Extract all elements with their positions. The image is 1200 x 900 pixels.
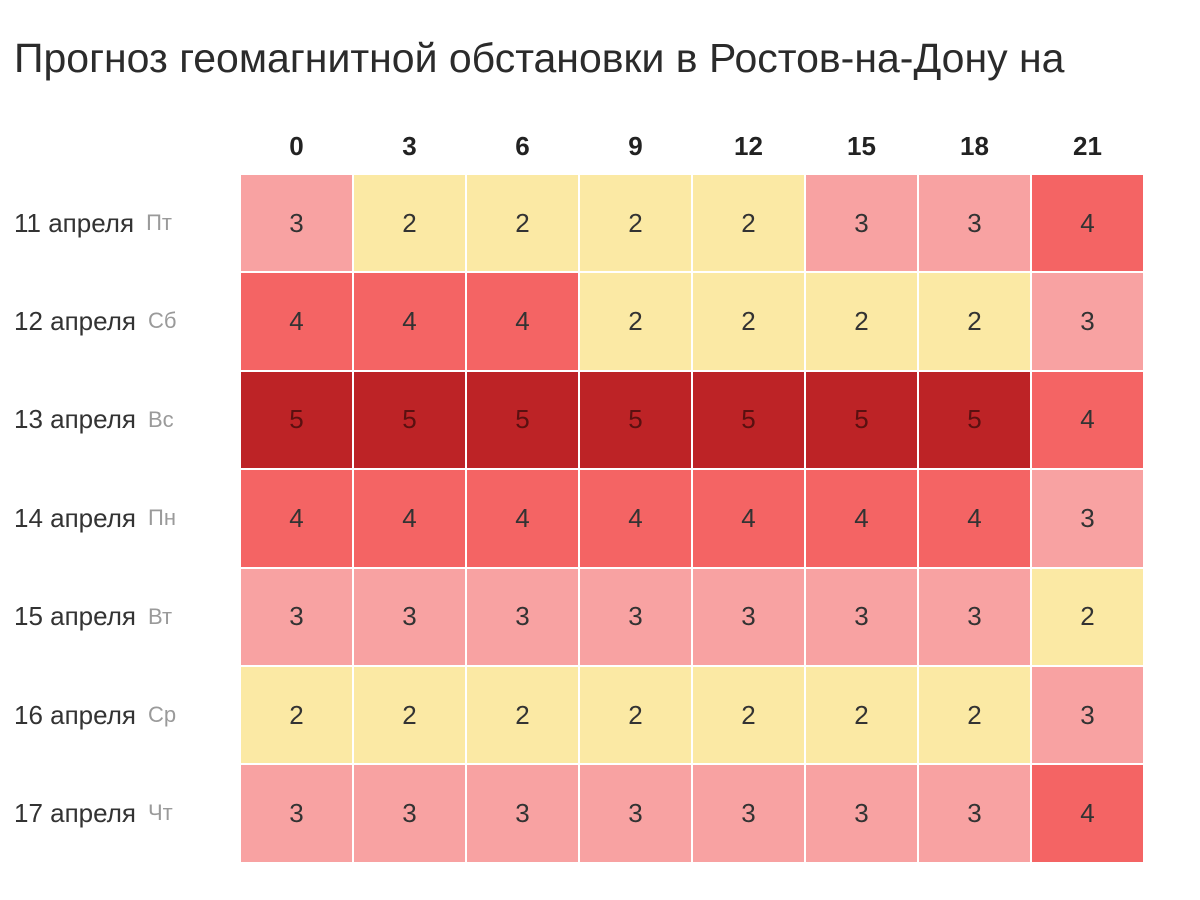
heatmap-cell: 4 bbox=[353, 469, 466, 568]
heatmap-cell: 4 bbox=[1031, 764, 1144, 863]
row-weekday: Пн bbox=[148, 505, 176, 531]
column-header: 3 bbox=[402, 131, 417, 161]
heatmap-cell: 3 bbox=[692, 764, 805, 863]
heatmap-cell: 3 bbox=[918, 174, 1031, 273]
row-label: 14 апреля Пн bbox=[14, 469, 236, 567]
row-weekday: Чт bbox=[148, 800, 173, 826]
row-date: 15 апреля bbox=[14, 601, 136, 632]
heatmap-cell: 3 bbox=[805, 764, 918, 863]
heatmap-cell: 5 bbox=[579, 370, 692, 470]
heatmap-cell: 5 bbox=[918, 370, 1031, 470]
heatmap-cell: 5 bbox=[805, 370, 918, 470]
heatmap-cell: 2 bbox=[240, 666, 353, 765]
heatmap-cell: 2 bbox=[692, 272, 805, 371]
heatmap-cell: 2 bbox=[918, 272, 1031, 371]
column-header: 0 bbox=[289, 131, 304, 161]
row-date: 13 апреля bbox=[14, 404, 136, 435]
heatmap-cell: 3 bbox=[918, 764, 1031, 863]
column-header: 12 bbox=[734, 131, 763, 161]
row-label: 15 апреля Вт bbox=[14, 568, 236, 666]
heatmap-cell: 2 bbox=[579, 666, 692, 765]
heatmap-cell: 4 bbox=[692, 469, 805, 568]
column-header: 18 bbox=[960, 131, 989, 161]
heatmap-cell: 3 bbox=[466, 567, 579, 666]
column-header: 15 bbox=[847, 131, 876, 161]
row-weekday: Пт bbox=[146, 210, 172, 235]
heatmap-cell: 3 bbox=[1031, 272, 1144, 371]
heatmap-cell: 3 bbox=[240, 174, 353, 273]
heatmap-cell: 4 bbox=[353, 272, 466, 371]
heatmap-cell: 3 bbox=[692, 567, 805, 666]
heatmap-cell: 3 bbox=[1031, 666, 1144, 765]
heatmap-cell: 4 bbox=[918, 469, 1031, 568]
heatmap-cell: 3 bbox=[579, 764, 692, 863]
row-weekday: Сб bbox=[148, 308, 177, 334]
row-date: 14 апреля bbox=[14, 502, 136, 533]
row-weekday: Ср bbox=[148, 702, 177, 727]
heatmap-cell: 5 bbox=[692, 370, 805, 470]
column-header: 21 bbox=[1073, 131, 1102, 161]
heatmap-cell: 2 bbox=[579, 174, 692, 273]
heatmap-cell: 3 bbox=[353, 567, 466, 666]
row-weekday: Вт bbox=[148, 603, 173, 629]
row-label: 12 апреля Сб bbox=[14, 272, 236, 370]
column-header: 6 bbox=[515, 131, 530, 161]
row-date: 11 апреля bbox=[14, 207, 135, 238]
page-title: Прогноз геомагнитной обстановки в Ростов… bbox=[14, 35, 1065, 81]
heatmap-cell: 4 bbox=[1031, 370, 1144, 470]
heatmap-cell: 3 bbox=[1031, 469, 1144, 568]
heatmap-cell: 3 bbox=[579, 567, 692, 666]
row-label: 11 апреля Пт bbox=[14, 174, 236, 272]
heatmap-cell: 3 bbox=[240, 764, 353, 863]
heatmap-cell: 2 bbox=[918, 666, 1031, 765]
row-weekday: Вс bbox=[148, 406, 174, 432]
heatmap-cell: 4 bbox=[805, 469, 918, 568]
heatmap-cell: 4 bbox=[1031, 174, 1144, 273]
heatmap-cell: 2 bbox=[1031, 567, 1144, 666]
heatmap-cell: 2 bbox=[805, 272, 918, 371]
heatmap-cell: 3 bbox=[918, 567, 1031, 666]
row-label: 16 апреля Ср bbox=[14, 666, 236, 764]
row-date: 16 апреля bbox=[14, 699, 136, 730]
column-header: 9 bbox=[628, 131, 643, 161]
heatmap-cell: 4 bbox=[240, 469, 353, 568]
row-date: 17 апреля bbox=[14, 797, 136, 828]
heatmap-cell: 2 bbox=[466, 174, 579, 273]
row-label: 17 апреля Чт bbox=[14, 764, 236, 862]
heatmap-cell: 2 bbox=[805, 666, 918, 765]
heatmap-cell: 5 bbox=[466, 370, 579, 470]
heatmap-cell: 4 bbox=[579, 469, 692, 568]
heatmap-cell: 3 bbox=[353, 764, 466, 863]
heatmap-cell: 4 bbox=[466, 469, 579, 568]
heatmap-cell: 3 bbox=[240, 567, 353, 666]
heatmap-cell: 2 bbox=[692, 666, 805, 765]
heatmap-cell: 4 bbox=[240, 272, 353, 371]
heatmap-cell: 2 bbox=[579, 272, 692, 371]
heatmap-cell: 3 bbox=[466, 764, 579, 863]
heatmap-cell: 2 bbox=[353, 666, 466, 765]
heatmap-cell: 2 bbox=[353, 174, 466, 273]
heatmap-cell: 2 bbox=[466, 666, 579, 765]
heatmap-cell: 2 bbox=[692, 174, 805, 273]
heatmap-cell: 4 bbox=[466, 272, 579, 371]
heatmap-cell: 3 bbox=[805, 567, 918, 666]
heatmap-cell: 5 bbox=[353, 370, 466, 470]
heatmap-cell: 3 bbox=[805, 174, 918, 273]
row-label: 13 апреля Вс bbox=[14, 371, 236, 469]
row-date: 12 апреля bbox=[14, 305, 136, 336]
heatmap-cell: 5 bbox=[240, 370, 353, 470]
